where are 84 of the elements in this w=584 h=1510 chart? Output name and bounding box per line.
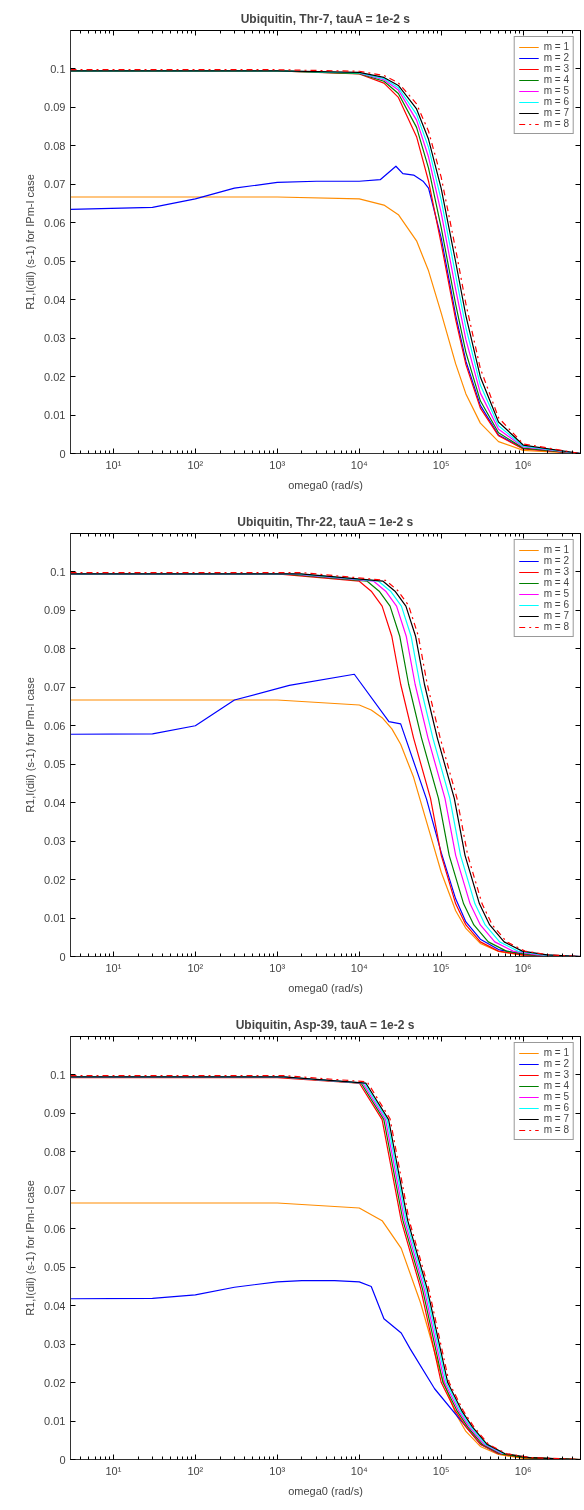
legend-label: m = 8 [543, 1124, 569, 1135]
x-axis-title: omega0 (rad/s) [288, 981, 363, 994]
legend-label: m = 3 [543, 1069, 569, 1080]
x-tick-label: 10³ [269, 458, 286, 471]
legend-label: m = 7 [543, 107, 569, 118]
y-tick-label: 0.01 [44, 409, 66, 422]
y-tick-label: 0.05 [44, 255, 66, 268]
x-tick-label: 10¹ [105, 1464, 122, 1477]
legend-label: m = 1 [543, 1047, 569, 1058]
y-tick-label: 0.07 [44, 178, 66, 191]
legend-label: m = 3 [543, 63, 569, 74]
y-tick-label: 0.03 [44, 835, 66, 848]
x-tick-label: 10⁶ [514, 1464, 532, 1477]
legend-label: m = 7 [543, 1113, 569, 1124]
chart-title: Ubiquitin, Thr-7, tauA = 1e-2 s [240, 11, 411, 26]
x-tick-label: 10¹ [105, 458, 122, 471]
legend-label: m = 8 [543, 118, 569, 129]
y-tick-label: 0.08 [44, 642, 66, 655]
y-tick-label: 0.09 [44, 101, 66, 114]
y-axis-title: R1,I(dil) (s-1) for IPm-I case [24, 677, 37, 813]
legend-label: m = 1 [543, 41, 569, 52]
y-tick-label: 0 [59, 950, 66, 963]
y-tick-label: 0.08 [44, 139, 66, 152]
y-axis-title: R1,I(dil) (s-1) for IPm-I case [24, 1180, 37, 1316]
y-tick-label: 0.07 [44, 1184, 66, 1197]
x-tick-label: 10⁵ [432, 961, 450, 974]
legend-label: m = 7 [543, 610, 569, 621]
legend-label: m = 4 [543, 577, 569, 588]
legend-label: m = 2 [543, 52, 569, 63]
x-tick-label: 10⁶ [514, 458, 532, 471]
y-tick-label: 0.09 [44, 1107, 66, 1120]
x-tick-label: 10⁶ [514, 961, 532, 974]
x-tick-label: 10² [187, 1464, 204, 1477]
y-tick-label: 0.09 [44, 604, 66, 617]
chart-title: Ubiquitin, Asp-39, tauA = 1e-2 s [235, 1017, 415, 1032]
y-tick-label: 0.04 [44, 293, 66, 306]
legend-label: m = 6 [543, 1102, 569, 1113]
x-tick-label: 10¹ [105, 961, 122, 974]
y-tick-label: 0.1 [50, 1068, 66, 1081]
legend-label: m = 4 [543, 74, 569, 85]
legend-label: m = 5 [543, 588, 569, 599]
y-tick-label: 0.1 [50, 62, 66, 75]
y-tick-label: 0.06 [44, 216, 66, 229]
chart-title: Ubiquitin, Thr-22, tauA = 1e-2 s [237, 514, 414, 529]
legend-label: m = 6 [543, 599, 569, 610]
y-tick-label: 0.02 [44, 1376, 66, 1389]
y-tick-label: 0 [59, 1453, 66, 1466]
x-tick-label: 10⁴ [350, 961, 369, 974]
x-tick-label: 10⁴ [350, 1464, 369, 1477]
x-tick-label: 10² [187, 961, 204, 974]
legend-label: m = 6 [543, 96, 569, 107]
y-tick-label: 0.07 [44, 681, 66, 694]
y-tick-label: 0.01 [44, 1415, 66, 1428]
legend-label: m = 4 [543, 1080, 569, 1091]
x-axis-title: omega0 (rad/s) [288, 478, 363, 491]
y-tick-label: 0.02 [44, 873, 66, 886]
y-tick-label: 0.06 [44, 719, 66, 732]
y-tick-label: 0.01 [44, 912, 66, 925]
legend-label: m = 3 [543, 566, 569, 577]
y-tick-label: 0.04 [44, 796, 66, 809]
legend-label: m = 2 [543, 555, 569, 566]
legend-label: m = 1 [543, 544, 569, 555]
legend-label: m = 2 [543, 1058, 569, 1069]
y-tick-label: 0.1 [50, 565, 66, 578]
legend-label: m = 8 [543, 621, 569, 632]
legend-label: m = 5 [543, 1091, 569, 1102]
y-tick-label: 0.08 [44, 1145, 66, 1158]
y-tick-label: 0.05 [44, 1261, 66, 1274]
y-tick-label: 0.04 [44, 1299, 66, 1312]
x-tick-label: 10⁵ [432, 458, 450, 471]
x-tick-label: 10³ [269, 1464, 286, 1477]
x-tick-label: 10⁵ [432, 1464, 450, 1477]
y-tick-label: 0.03 [44, 1338, 66, 1351]
y-tick-label: 0.05 [44, 758, 66, 771]
x-tick-label: 10⁴ [350, 458, 369, 471]
x-axis-title: omega0 (rad/s) [288, 1484, 363, 1497]
y-tick-label: 0.03 [44, 332, 66, 345]
x-tick-label: 10² [187, 458, 204, 471]
legend-label: m = 5 [543, 85, 569, 96]
y-axis-title: R1,I(dil) (s-1) for IPm-I case [24, 174, 37, 310]
x-tick-label: 10³ [269, 961, 286, 974]
y-tick-label: 0.02 [44, 370, 66, 383]
y-tick-label: 0 [59, 447, 66, 460]
y-tick-label: 0.06 [44, 1222, 66, 1235]
